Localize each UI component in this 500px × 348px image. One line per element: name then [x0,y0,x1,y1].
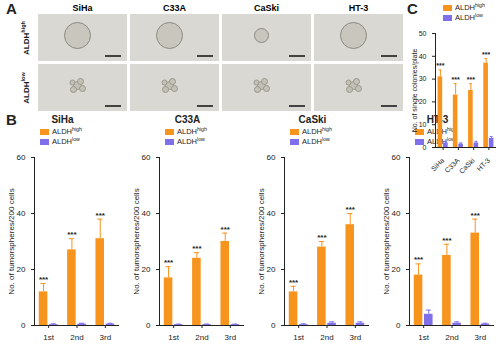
svg-text:***: *** [346,205,356,214]
svg-text:C33A: C33A [163,3,187,13]
html-text:CaSki: CaSki [298,114,327,125]
html-text:ALDHhigh: ALDHhigh [52,125,82,136]
svg-text:1st: 1st [418,333,429,342]
svg-text:10: 10 [419,121,427,128]
svg-text:20: 20 [392,265,401,274]
html-text:ALDHhigh: ALDHhigh [302,125,332,136]
html-text:high: high [19,20,26,33]
html-text:ALDHlow: ALDHlow [302,135,330,146]
svg-text:***: *** [164,258,174,267]
svg-text:1st: 1st [168,333,179,342]
svg-text:60: 60 [142,153,151,162]
svg-text:***: *** [317,233,327,242]
svg-text:1st: 1st [43,333,54,342]
svg-text:No. of tumorspheres/200 cells: No. of tumorspheres/200 cells [382,188,391,294]
svg-text:SiHa: SiHa [72,3,93,13]
svg-text:***: *** [442,236,452,245]
svg-text:No. of tumorspheres/200 cells: No. of tumorspheres/200 cells [132,188,141,294]
html-text:A: A [6,0,17,17]
svg-text:30: 30 [419,75,427,82]
html-text:ALDH: ALDH [21,32,31,55]
svg-text:***: *** [39,275,49,284]
html-text:ALDHlow: ALDHlow [427,135,455,146]
svg-text:0: 0 [21,321,26,330]
html-text:ALDHlow: ALDHlow [177,135,205,146]
svg-text:20: 20 [17,265,26,274]
svg-text:No. of tumorspheres/200 cells: No. of tumorspheres/200 cells [7,188,16,294]
svg-text:***: *** [471,211,481,220]
svg-text:60: 60 [267,153,276,162]
html-text:SiHa: SiHa [51,114,74,125]
svg-text:40: 40 [267,209,276,218]
svg-text:0: 0 [423,144,427,151]
html-text:ALDHlow: ALDHlow [52,135,80,146]
html-text:HT-3: HT-3 [426,114,449,125]
html-text:C: C [407,0,418,17]
svg-text:40: 40 [142,209,151,218]
svg-text:No. of tumorspheres/200 cells: No. of tumorspheres/200 cells [257,188,266,294]
svg-text:0: 0 [396,321,401,330]
svg-text:***: *** [192,244,202,253]
html-text:ALDHlow: ALDHlow [455,11,483,22]
svg-text:2nd: 2nd [320,333,333,342]
svg-text:3rd: 3rd [475,333,487,342]
svg-text:***: *** [67,230,77,239]
svg-text:***: *** [467,76,475,83]
svg-text:***: *** [96,211,106,220]
svg-text:SiHa: SiHa [429,156,446,173]
svg-text:0: 0 [146,321,151,330]
svg-text:40: 40 [17,209,26,218]
svg-text:***: *** [482,51,490,58]
svg-text:3rd: 3rd [225,333,237,342]
svg-text:CaSki: CaSki [458,156,476,174]
svg-text:60: 60 [392,153,401,162]
svg-text:20: 20 [142,265,151,274]
svg-text:***: *** [436,62,444,69]
svg-text:HT-3: HT-3 [475,157,491,173]
svg-text:2nd: 2nd [70,333,83,342]
svg-text:1st: 1st [293,333,304,342]
svg-text:2nd: 2nd [445,333,458,342]
html-text:B: B [6,111,17,128]
html-text:ALDHhigh: ALDHhigh [455,1,485,12]
svg-text:0: 0 [271,321,276,330]
svg-text:3rd: 3rd [350,333,362,342]
svg-text:40: 40 [392,209,401,218]
svg-text:2nd: 2nd [195,333,208,342]
svg-text:50: 50 [419,30,427,37]
svg-text:20: 20 [267,265,276,274]
svg-text:***: *** [452,76,460,83]
svg-text:HT-3: HT-3 [349,3,369,13]
svg-text:60: 60 [17,153,26,162]
svg-text:***: *** [289,278,299,287]
html-text:C33A: C33A [174,114,201,125]
svg-text:No. of single colonies/plate: No. of single colonies/plate [411,49,419,133]
svg-text:3rd: 3rd [100,333,112,342]
svg-text:C33A: C33A [443,156,461,174]
svg-text:CaSki: CaSki [254,3,279,13]
svg-text:40: 40 [419,53,427,60]
html-text:ALDH: ALDH [21,81,31,104]
svg-text:***: *** [414,255,424,264]
html-text:low: low [19,71,26,82]
html-text:ALDHhigh: ALDHhigh [427,125,457,136]
svg-text:20: 20 [419,98,427,105]
svg-text:***: *** [221,225,231,234]
html-text:ALDHhigh: ALDHhigh [177,125,207,136]
